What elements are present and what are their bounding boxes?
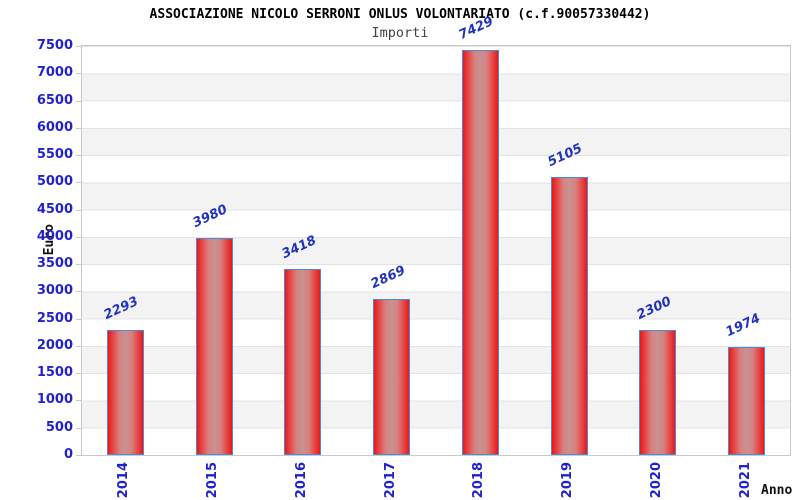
bar-value-label: 2300 [634, 293, 674, 323]
y-tick-label: 7000 [36, 65, 73, 81]
x-tick-label-2020: 2020 [648, 462, 664, 499]
y-tick-label: 3500 [36, 256, 73, 272]
y-tick-label: 1500 [36, 365, 73, 381]
y-tick-mark [76, 345, 81, 347]
y-tick-mark [76, 46, 81, 47]
y-tick-label: 4000 [36, 228, 73, 244]
y-tick-mark [76, 73, 81, 75]
bar-value-label: 3980 [190, 202, 230, 231]
y-tick-label: 5000 [36, 174, 73, 190]
bar-value-label: 2293 [102, 294, 142, 323]
x-tick-label-2018: 2018 [471, 462, 487, 499]
y-tick-mark [76, 100, 81, 102]
y-tick-mark [76, 155, 81, 157]
y-tick-label: 6500 [36, 92, 73, 108]
bar-value-label: 1974 [723, 311, 763, 341]
y-tick-mark [76, 455, 81, 456]
y-tick-label: 0 [63, 447, 73, 462]
y-tick-mark [76, 427, 81, 429]
y-tick-mark [76, 318, 81, 320]
x-axis-title: Anno [761, 483, 793, 498]
x-tick-label-2016: 2016 [293, 462, 309, 499]
y-tick-label: 1000 [36, 392, 73, 408]
chart-title: ASSOCIAZIONE NICOLO SERRONI ONLUS VOLONT… [149, 7, 651, 22]
x-tick-label-2015: 2015 [205, 462, 221, 499]
bar-value-label: 2869 [368, 262, 408, 292]
bar-2018 [461, 49, 499, 455]
x-tick-label-2014: 2014 [116, 462, 132, 499]
y-tick-label: 7500 [36, 38, 73, 53]
y-tick-mark [76, 373, 81, 375]
bar-2021 [728, 347, 766, 455]
y-tick-label: 6000 [36, 119, 73, 135]
y-tick-mark [76, 236, 81, 238]
y-tick-label: 2500 [36, 310, 73, 326]
x-tick-label-2017: 2017 [382, 462, 398, 499]
bar-2014 [106, 329, 144, 455]
y-tick-label: 5500 [36, 147, 73, 163]
bar-2017 [373, 298, 411, 455]
y-tick-label: 3000 [36, 283, 73, 299]
x-tick-label-2021: 2021 [737, 462, 753, 499]
y-tick-mark [76, 291, 81, 293]
bar-2016 [284, 268, 322, 455]
bar-2020 [639, 329, 677, 455]
y-tick-mark [76, 400, 81, 402]
bar-value-label: 3418 [279, 232, 319, 262]
bar-2019 [550, 176, 588, 455]
bar-2015 [195, 237, 233, 455]
bar-value-label: 5105 [545, 140, 585, 170]
y-tick-mark [76, 209, 81, 211]
y-tick-mark [76, 127, 81, 129]
x-tick-label-2019: 2019 [560, 462, 576, 499]
y-tick-label: 2000 [36, 337, 73, 353]
y-tick-mark [76, 264, 81, 266]
plot-area: 2293 3980 3418 2869 7429 5105 2300 1974 [81, 14, 791, 456]
chart-subtitle: Importi [371, 25, 429, 41]
y-tick-label: 4500 [36, 201, 73, 217]
y-tick-label: 500 [45, 419, 73, 435]
y-tick-mark [76, 182, 81, 184]
